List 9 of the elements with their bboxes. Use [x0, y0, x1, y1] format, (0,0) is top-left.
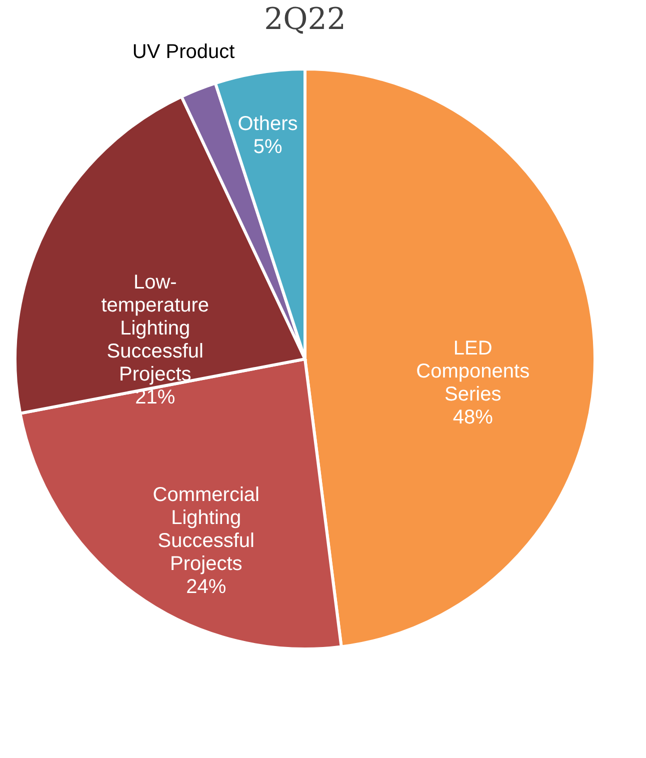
chart-title: 2Q22: [264, 2, 346, 37]
slice-label: Low-temperature Lighting Successful Projects: [101, 272, 210, 386]
data-label: 24%: [186, 576, 226, 598]
data-label: 48%: [452, 406, 494, 428]
slice-label: LED Components Series: [416, 337, 530, 406]
data-label: 5%: [253, 136, 282, 158]
slice-label: Others: [238, 113, 298, 136]
slice-label: UV Product: [132, 41, 236, 64]
slice-label: Commercial Lighting Successful Projects: [152, 484, 260, 576]
